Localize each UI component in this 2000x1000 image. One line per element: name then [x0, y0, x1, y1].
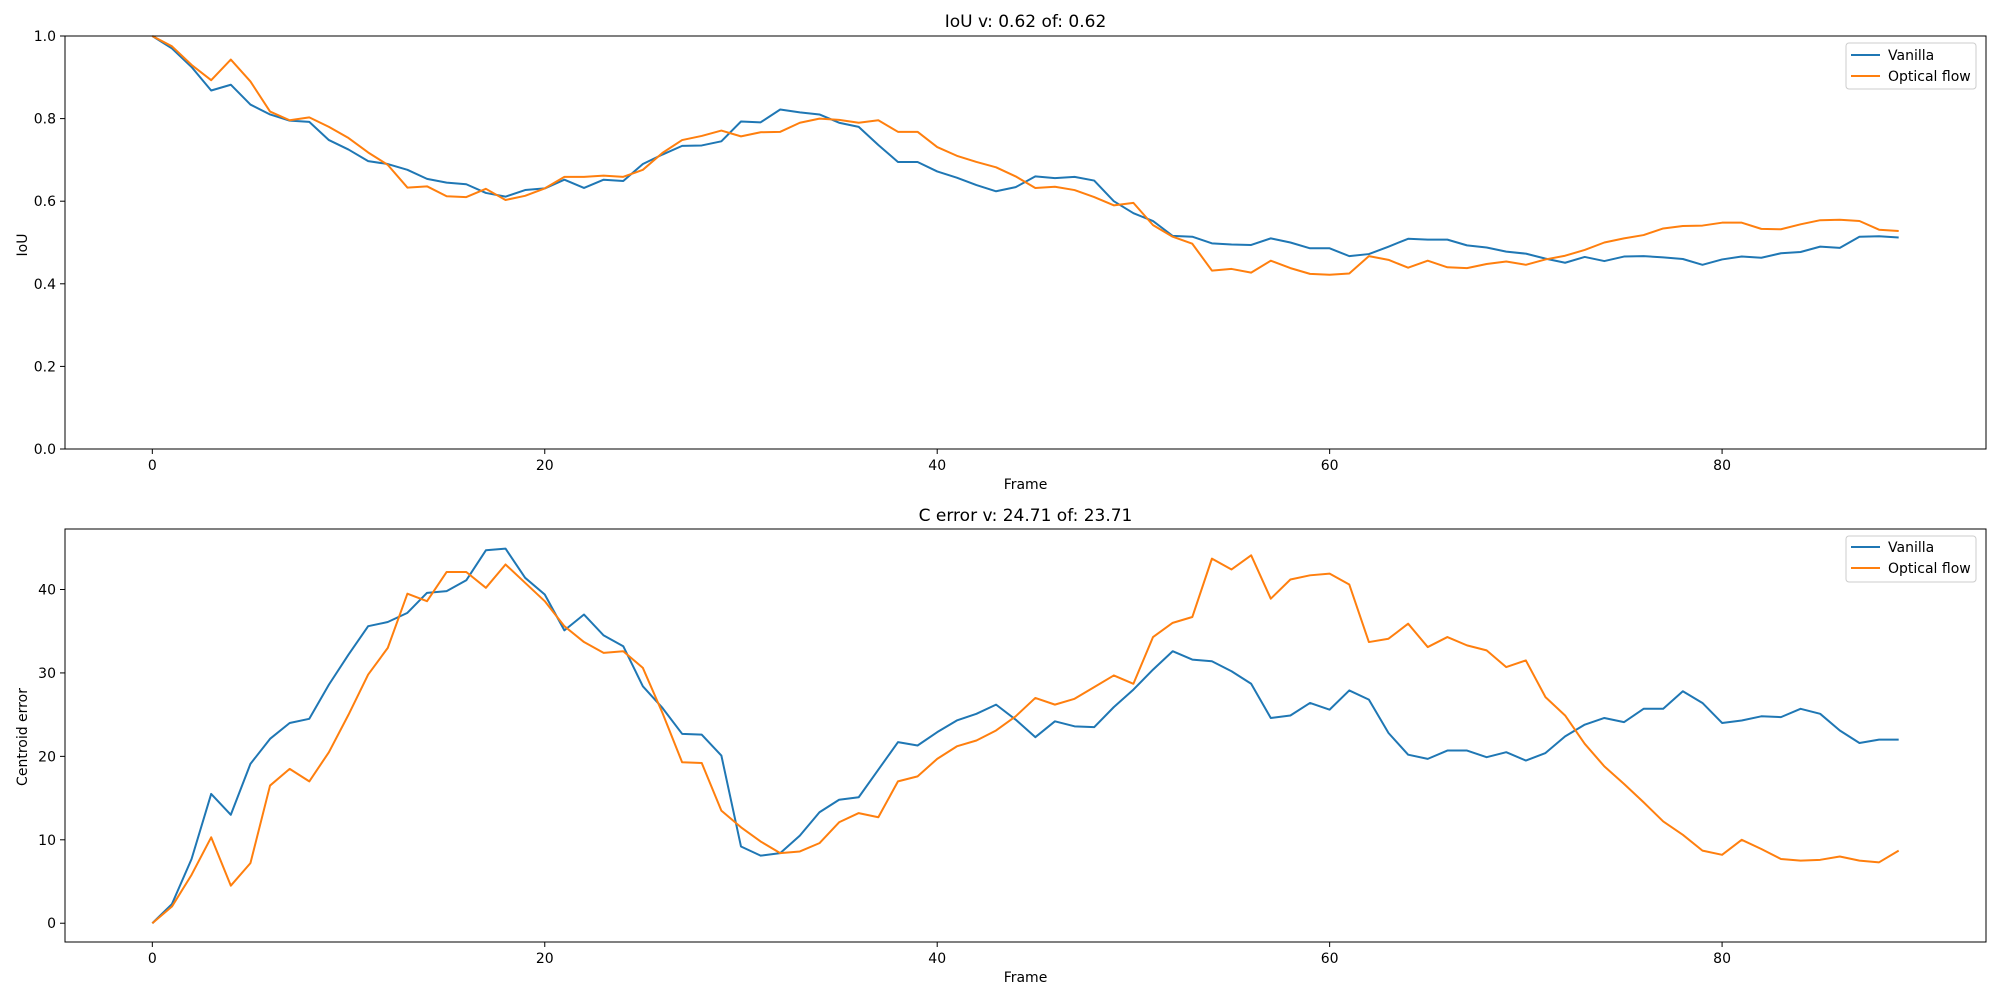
iou-chart-ticks: 0 20 40 60 80 0.0 0.2 0.4 0.6 0.8 1.0 [34, 29, 1731, 474]
iou-series-optical-flow [151, 35, 1899, 276]
iou-y-tick-label: 0.0 [34, 442, 56, 458]
iou-chart: IoU v: 0.62 of: 0.62 Frame IoU 0 20 40 60 80… [15, 12, 1987, 493]
iou-chart-xlabel: Frame [1004, 477, 1048, 493]
centroid-error-chart-title: C error v: 24.71 of: 23.71 [919, 506, 1133, 526]
iou-y-tick-label: 0.6 [34, 194, 56, 210]
iou-chart-lines [151, 35, 1899, 276]
centroid-error-y-tick-label: 0 [47, 916, 56, 932]
centroid-error-y-tick-label: 10 [38, 833, 56, 849]
centroid-error-chart-frame [64, 528, 1987, 943]
iou-x-tick-label: 40 [928, 458, 946, 474]
centroid-error-chart-ylabel: Centroid error [15, 688, 31, 786]
centroid-error-x-tick-label: 80 [1713, 951, 1731, 967]
iou-chart-legend: Vanilla Optical flow [1845, 42, 1977, 90]
centroid-error-chart-legend: Vanilla Optical flow [1845, 535, 1977, 583]
iou-y-tick-label: 0.8 [34, 112, 56, 128]
centroid-error-x-tick-label: 20 [536, 951, 554, 967]
centroid-error-x-tick-label: 0 [148, 951, 157, 967]
centroid-error-x-tick-label: 40 [928, 951, 946, 967]
centroid-error-y-tick-label: 40 [38, 582, 56, 598]
centroid-legend-label-optical-flow: Optical flow [1888, 561, 1971, 577]
iou-y-tick-label: 1.0 [34, 29, 56, 45]
centroid-error-chart-lines [151, 547, 1900, 924]
iou-x-tick-label: 20 [536, 458, 554, 474]
centroid-error-series-optical-flow [151, 554, 1900, 924]
centroid-legend-label-vanilla: Vanilla [1888, 540, 1934, 556]
iou-y-tick-label: 0.2 [34, 359, 56, 375]
iou-x-tick-label: 60 [1321, 458, 1339, 474]
iou-y-tick-label: 0.4 [34, 277, 56, 293]
iou-x-tick-label: 80 [1713, 458, 1731, 474]
iou-legend-label-vanilla: Vanilla [1888, 48, 1934, 64]
centroid-error-chart-ticks: 0 20 40 60 80 0 10 20 30 40 [38, 582, 1731, 967]
iou-chart-ylabel: IoU [15, 234, 31, 257]
iou-chart-frame [64, 35, 1987, 450]
centroid-error-chart: C error v: 24.71 of: 23.71 Frame Centroi… [15, 506, 1987, 986]
iou-chart-title: IoU v: 0.62 of: 0.62 [945, 12, 1107, 32]
iou-legend-label-optical-flow: Optical flow [1888, 69, 1971, 85]
centroid-error-chart-xlabel: Frame [1004, 970, 1048, 986]
centroid-error-series-vanilla [151, 547, 1899, 924]
centroid-error-x-tick-label: 60 [1321, 951, 1339, 967]
iou-x-tick-label: 0 [148, 458, 157, 474]
centroid-error-y-tick-label: 30 [38, 666, 56, 682]
centroid-error-y-tick-label: 20 [38, 749, 56, 765]
